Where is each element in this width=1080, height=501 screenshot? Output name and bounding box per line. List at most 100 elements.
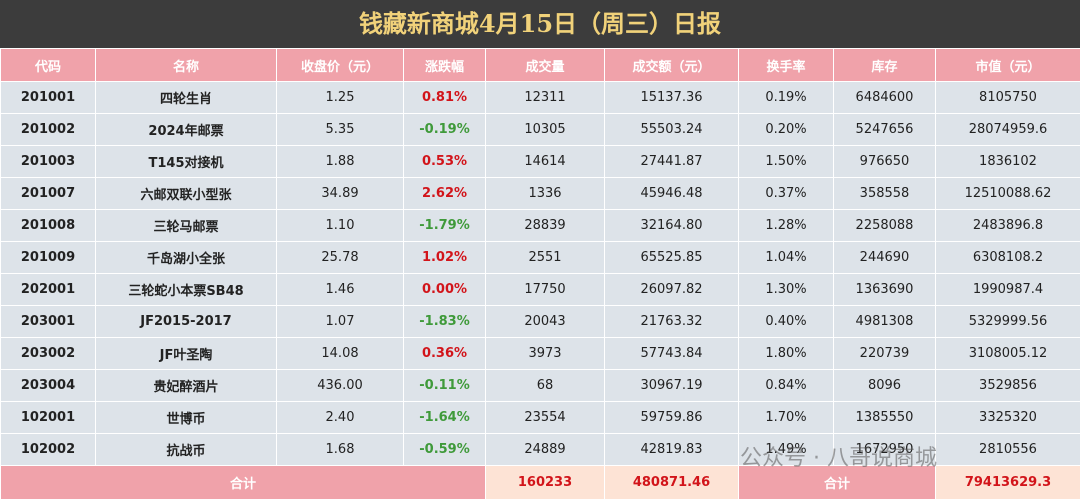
table-body: 201001 四轮生肖 1.25 0.81% 12311 15137.36 0.19% 648… xyxy=(0,81,1080,466)
table-cell: 1.30% xyxy=(738,273,834,306)
table-cell: 5329999.56 xyxy=(935,305,1080,338)
table-cell: 1.28% xyxy=(738,209,834,242)
table-row: 203004 贵妃醉酒片 436.00 -0.11% 68 30967.19 0.84% 80… xyxy=(0,369,1080,402)
table-cell: 3973 xyxy=(485,337,605,370)
table-cell: 32164.80 xyxy=(604,209,739,242)
table-cell: 6484600 xyxy=(833,81,936,114)
table-cell: 三轮蛇小本票SB48 xyxy=(95,273,277,306)
table-cell: 2551 xyxy=(485,241,605,274)
table-cell: 0.40% xyxy=(738,305,834,338)
table-cell: 17750 xyxy=(485,273,605,306)
table-cell: 1.46 xyxy=(276,273,404,306)
table-row: 102001 世博币 2.40 -1.64% 23554 59759.86 1.70% 138… xyxy=(0,401,1080,434)
column-header: 库存 xyxy=(833,48,936,82)
column-header: 代码 xyxy=(0,48,96,82)
table-cell: 10305 xyxy=(485,113,605,146)
table-cell: 436.00 xyxy=(276,369,404,402)
table-cell: 2.62% xyxy=(403,177,486,210)
table-cell: T145对接机 xyxy=(95,145,277,178)
table-cell: 0.00% xyxy=(403,273,486,306)
table-row: 201003 T145对接机 1.88 0.53% 14614 27441.87 1.50%… xyxy=(0,145,1080,178)
report-table: 代码 名称 收盘价（元） 涨跌幅 成交量 成交额（元） 换手率 库存 市值（元） 201001 四… xyxy=(0,48,1080,500)
table-cell: 26097.82 xyxy=(604,273,739,306)
table-cell: 0.53% xyxy=(403,145,486,178)
table-cell: -1.64% xyxy=(403,401,486,434)
table-cell: 28839 xyxy=(485,209,605,242)
table-cell: 68 xyxy=(485,369,605,402)
table-cell: 4981308 xyxy=(833,305,936,338)
table-cell: 59759.86 xyxy=(604,401,739,434)
table-cell: 贵妃醉酒片 xyxy=(95,369,277,402)
table-cell: 世博币 xyxy=(95,401,277,434)
table-cell: 201007 xyxy=(0,177,96,210)
table-cell: 65525.85 xyxy=(604,241,739,274)
table-cell: 201008 xyxy=(0,209,96,242)
total-amount: 480871.46 xyxy=(604,465,739,500)
table-cell: 2810556 xyxy=(935,433,1080,466)
table-cell: 30967.19 xyxy=(604,369,739,402)
column-header: 名称 xyxy=(95,48,277,82)
table-cell: 14.08 xyxy=(276,337,404,370)
table-cell: -1.79% xyxy=(403,209,486,242)
table-cell: 28074959.6 xyxy=(935,113,1080,146)
table-cell: 1385550 xyxy=(833,401,936,434)
table-cell: 0.19% xyxy=(738,81,834,114)
column-header: 成交量 xyxy=(485,48,605,82)
table-cell: 3529856 xyxy=(935,369,1080,402)
table-cell: JF2015-2017 xyxy=(95,305,277,338)
table-row: 201007 六邮双联小型张 34.89 2.62% 1336 45946.48 0.37%… xyxy=(0,177,1080,210)
table-cell: 21763.32 xyxy=(604,305,739,338)
table-row: 203002 JF叶圣陶 14.08 0.36% 3973 57743.84 1.80% 22… xyxy=(0,337,1080,370)
table-cell: 1672950 xyxy=(833,433,936,466)
table-cell: 203004 xyxy=(0,369,96,402)
table-cell: 0.20% xyxy=(738,113,834,146)
table-row: 201001 四轮生肖 1.25 0.81% 12311 15137.36 0.19% 648… xyxy=(0,81,1080,114)
table-cell: 1.80% xyxy=(738,337,834,370)
table-cell: 1836102 xyxy=(935,145,1080,178)
table-cell: -0.11% xyxy=(403,369,486,402)
table-cell: 201003 xyxy=(0,145,96,178)
table-cell: 3325320 xyxy=(935,401,1080,434)
table-cell: 102001 xyxy=(0,401,96,434)
table-cell: 5247656 xyxy=(833,113,936,146)
table-cell: 1.68 xyxy=(276,433,404,466)
table-cell: 1.10 xyxy=(276,209,404,242)
table-cell: 23554 xyxy=(485,401,605,434)
table-cell: JF叶圣陶 xyxy=(95,337,277,370)
table-row: 203001 JF2015-2017 1.07 -1.83% 20043 21763.32… xyxy=(0,305,1080,338)
table-row: 201008 三轮马邮票 1.10 -1.79% 28839 32164.80 1.28% 2… xyxy=(0,209,1080,242)
table-cell: 27441.87 xyxy=(604,145,739,178)
table-cell: 976650 xyxy=(833,145,936,178)
column-header: 市值（元） xyxy=(935,48,1080,82)
watermark: 公众号 · 八哥说商城 xyxy=(740,446,937,471)
table-cell: 6308108.2 xyxy=(935,241,1080,274)
table-cell: 0.36% xyxy=(403,337,486,370)
table-cell: 2258088 xyxy=(833,209,936,242)
table-cell: 2024年邮票 xyxy=(95,113,277,146)
table-row: 202001 三轮蛇小本票SB48 1.46 0.00% 17750 26097.82 1.… xyxy=(0,273,1080,306)
total-market-value: 79413629.3 xyxy=(935,465,1080,500)
table-cell: 57743.84 xyxy=(604,337,739,370)
table-cell: 102002 xyxy=(0,433,96,466)
table-cell: 1.70% xyxy=(738,401,834,434)
table-cell: 5.35 xyxy=(276,113,404,146)
table-cell: 220739 xyxy=(833,337,936,370)
table-cell: 1.88 xyxy=(276,145,404,178)
table-cell: 201001 xyxy=(0,81,96,114)
table-cell: 1363690 xyxy=(833,273,936,306)
table-cell: 3108005.12 xyxy=(935,337,1080,370)
table-cell: 244690 xyxy=(833,241,936,274)
table-cell: 四轮生肖 xyxy=(95,81,277,114)
footer-label: 合计 xyxy=(738,465,936,500)
table-cell: 14614 xyxy=(485,145,605,178)
column-header: 涨跌幅 xyxy=(403,48,486,82)
table-cell: 25.78 xyxy=(276,241,404,274)
table-cell: 201009 xyxy=(0,241,96,274)
table-cell: 1.04% xyxy=(738,241,834,274)
table-cell: 抗战币 xyxy=(95,433,277,466)
table-cell: 0.37% xyxy=(738,177,834,210)
report-title: 钱藏新商城4月15日（周三）日报 xyxy=(0,0,1080,48)
table-cell: 203002 xyxy=(0,337,96,370)
table-cell: 203001 xyxy=(0,305,96,338)
